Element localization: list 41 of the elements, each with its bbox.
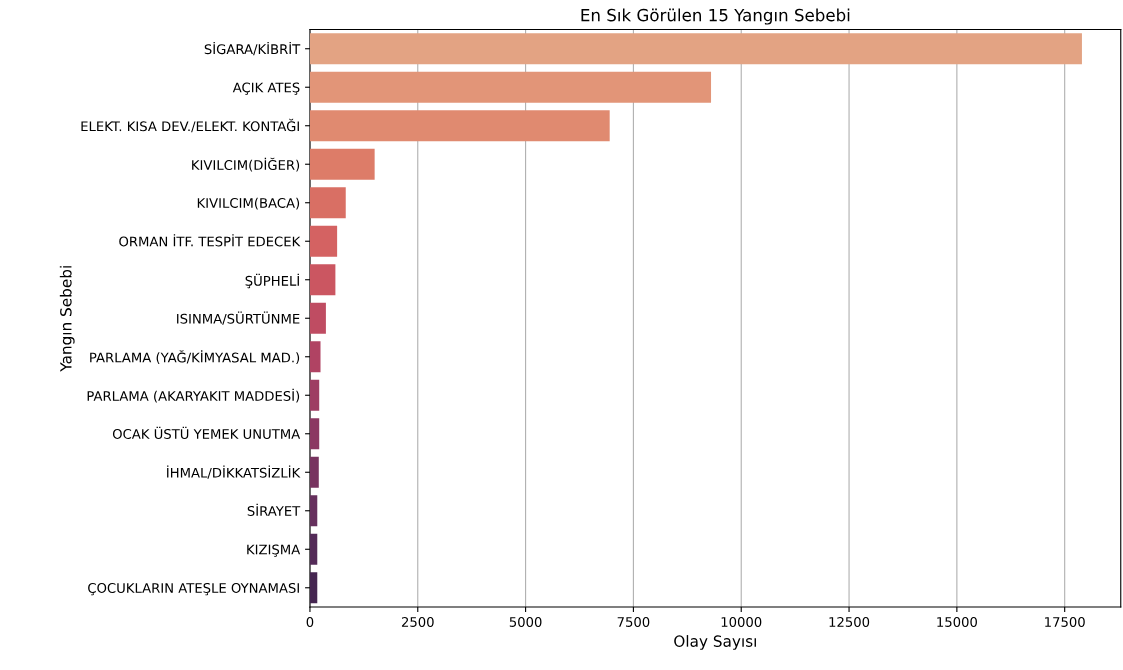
bar	[309, 225, 338, 257]
bar	[309, 148, 375, 180]
x-tick-label: 2500	[401, 616, 434, 627]
y-tick-label: PARLAMA (YAĞ/KİMYASAL MAD.)	[90, 350, 300, 365]
bar	[309, 379, 320, 411]
bar	[309, 418, 320, 450]
bar	[309, 71, 712, 103]
y-tick-label: İHMAL/DİKKATSİZLİK	[167, 465, 301, 479]
y-tick-label: ELEKT. KISA DEV./ELEKT. KONTAĞI	[81, 118, 299, 133]
y-axis-title: Yangın Sebebi	[59, 266, 75, 372]
bar	[309, 341, 321, 373]
y-tick-label: ŞÜPHELİ	[245, 273, 299, 289]
bar	[309, 187, 346, 219]
bar	[309, 572, 318, 604]
bar	[309, 533, 318, 565]
x-tick-label: 17500	[1045, 616, 1085, 627]
x-tick-label: 15000	[937, 616, 977, 627]
y-tick-label: KIVILCIM(BACA)	[197, 197, 300, 210]
x-tick-label: 12500	[829, 616, 870, 627]
y-tick-label: AÇIK ATEŞ	[232, 82, 300, 95]
x-tick-label: 10000	[721, 616, 762, 627]
y-tick-label: OCAK ÜSTÜ YEMEK UNUTMA	[112, 426, 301, 439]
bar	[309, 302, 326, 334]
x-tick-label: 7500	[617, 616, 650, 627]
y-tick-label: ISINMA/SÜRTÜNME	[177, 311, 300, 325]
y-tick-label: KIZIŞMA	[247, 544, 301, 557]
chart-title: En Sık Görülen 15 Yangın Sebebi	[581, 8, 850, 25]
y-tick-label: ÇOCUKLARIN ATEŞLE OYNAMASI	[88, 582, 299, 596]
x-tick-label: 5000	[509, 616, 542, 627]
x-tick-label: 0	[306, 616, 314, 627]
y-tick-label: PARLAMA (AKARYAKIT MADDESİ)	[87, 388, 300, 403]
bar	[309, 264, 336, 296]
bar	[309, 110, 610, 142]
y-tick-label: SİRAYET	[247, 503, 301, 516]
bar	[309, 495, 318, 527]
y-tick-label: KIVILCIM(DİĞER)	[192, 157, 300, 172]
bar	[309, 456, 319, 488]
x-axis-title: Olay Sayısı	[674, 635, 756, 650]
bar	[309, 33, 1082, 65]
y-tick-label: SİGARA/KİBRİT	[204, 41, 301, 56]
y-tick-label: ORMAN İTF. TESPİT EDECEK	[119, 234, 301, 247]
